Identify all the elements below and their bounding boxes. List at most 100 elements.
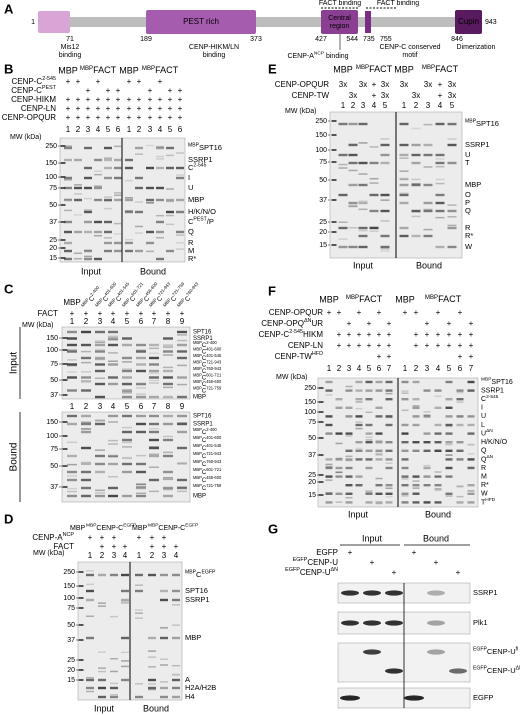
condition-mark: + [84, 309, 89, 318]
band [435, 178, 445, 181]
band [412, 380, 420, 384]
band [447, 226, 457, 230]
band [399, 192, 409, 195]
condition-label: CENP-C2-545HIKM [259, 330, 324, 339]
band [81, 376, 91, 379]
band [434, 488, 442, 490]
condition-mark: + [127, 95, 132, 104]
band [108, 455, 118, 458]
band [345, 435, 353, 437]
condition-mark: + [370, 558, 375, 567]
condition-mark: + [98, 309, 103, 318]
band [411, 234, 421, 238]
band [401, 458, 409, 461]
ladder-band [78, 597, 84, 599]
band [149, 490, 159, 493]
band-label: T [465, 158, 470, 167]
band [177, 350, 187, 352]
lane-number: 9 [180, 402, 185, 411]
band [86, 676, 94, 679]
band [156, 214, 164, 217]
condition-mark: + [347, 341, 352, 350]
panel-letter: F [268, 283, 276, 298]
blot-band [341, 620, 359, 626]
band [114, 233, 122, 235]
condition-mark: + [106, 86, 111, 95]
band-label: U [481, 413, 486, 420]
band [160, 636, 168, 640]
band [135, 225, 143, 228]
band [146, 202, 154, 204]
band [345, 501, 353, 504]
band [385, 441, 393, 444]
band [335, 471, 343, 474]
ladder-band [60, 145, 66, 147]
panel-letter: A [4, 1, 14, 16]
text-part: HIKM [303, 330, 323, 339]
text-part: 401-545 [206, 443, 222, 448]
band [423, 466, 431, 470]
condition-mark: + [436, 341, 441, 350]
band [149, 363, 159, 366]
band [67, 359, 77, 361]
band [81, 428, 91, 430]
band [122, 343, 132, 347]
band-label: SSRP1 [193, 336, 213, 342]
band [163, 422, 173, 426]
condition-mark: + [425, 341, 430, 350]
band [434, 406, 442, 409]
text-part: ΔN [486, 454, 493, 460]
text-part: MBP [422, 63, 435, 70]
text-part: FACT [369, 64, 393, 74]
band [125, 209, 133, 212]
band [121, 573, 129, 577]
condition-mark: + [469, 341, 474, 350]
condition-mark: + [86, 86, 91, 95]
band [67, 363, 77, 366]
band [369, 230, 379, 233]
band-label: R [465, 223, 471, 232]
condition-mark: + [178, 86, 183, 95]
band [114, 222, 122, 225]
lane-number: 1 [88, 551, 93, 560]
band [435, 201, 445, 205]
band [467, 443, 475, 446]
condition-mark: + [162, 542, 167, 551]
text-part: 721-943 [206, 451, 222, 456]
band [412, 475, 420, 478]
text-part: 721-759 [206, 483, 222, 488]
band [84, 220, 92, 224]
band [121, 660, 129, 662]
band [156, 158, 164, 160]
band [411, 182, 421, 185]
text-part: C [202, 454, 207, 460]
band [135, 683, 143, 685]
condition-mark: + [158, 95, 163, 104]
band [423, 411, 431, 413]
band [95, 492, 105, 494]
blot-band [385, 590, 403, 596]
lane-number: 2 [337, 364, 342, 373]
band [375, 389, 383, 392]
text-part: C [170, 295, 179, 303]
band [177, 383, 187, 386]
band [365, 432, 373, 435]
residue: 1 [31, 19, 35, 26]
band [110, 573, 118, 577]
band [369, 177, 379, 180]
condition-mark: + [125, 309, 130, 318]
band [149, 347, 159, 350]
annotation: CENP-ANCP binding [287, 51, 348, 60]
band [445, 425, 453, 428]
band [108, 352, 118, 354]
band [467, 490, 475, 492]
band-label: MBPC2-400 [193, 340, 217, 349]
band [338, 122, 348, 126]
lane-number: 2 [100, 551, 105, 560]
band-label: MBP [193, 494, 206, 500]
condition-mark: + [139, 309, 144, 318]
band [435, 165, 445, 168]
band [423, 441, 431, 444]
band [177, 490, 187, 493]
band [95, 363, 105, 366]
